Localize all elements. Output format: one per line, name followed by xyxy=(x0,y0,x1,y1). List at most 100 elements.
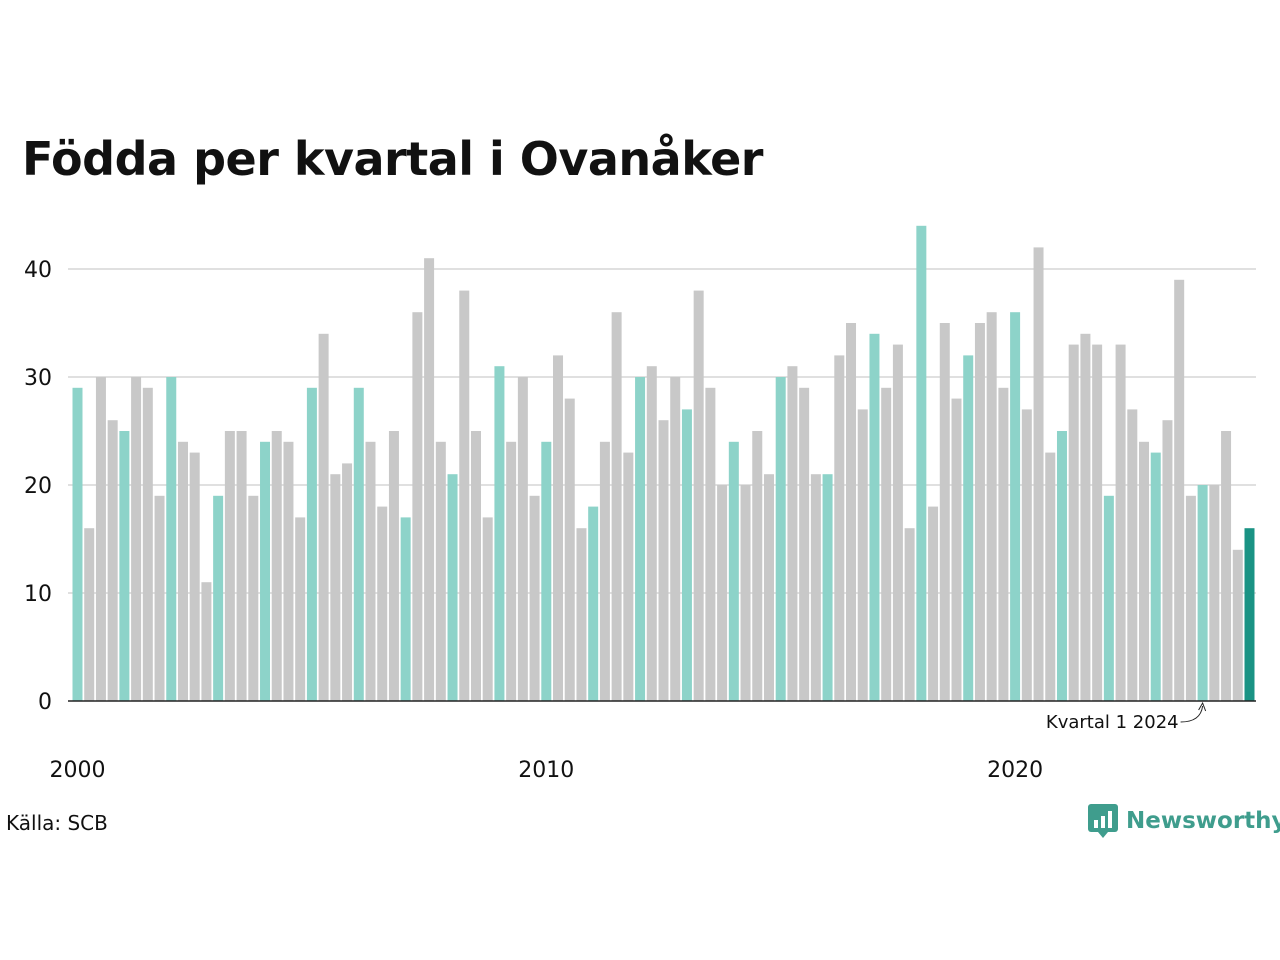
bar xyxy=(342,463,353,701)
bar xyxy=(916,225,927,702)
y-tick-label: 10 xyxy=(24,582,52,607)
x-tick-label: 2000 xyxy=(50,758,106,783)
bar xyxy=(1056,431,1067,701)
bar xyxy=(928,506,939,701)
bar xyxy=(822,474,833,701)
bar xyxy=(248,495,259,701)
bars xyxy=(72,225,1255,702)
brand-name: Newsworthy xyxy=(1126,808,1280,834)
bar xyxy=(412,312,423,701)
bar xyxy=(892,344,903,701)
bar xyxy=(775,377,786,701)
bar xyxy=(974,323,985,701)
bar xyxy=(189,452,200,701)
bar xyxy=(353,387,364,701)
bar xyxy=(599,441,610,701)
bar xyxy=(881,387,892,701)
bar xyxy=(705,387,716,701)
bar xyxy=(904,528,915,701)
bar xyxy=(787,366,798,701)
bar xyxy=(635,377,646,701)
annotation: Kvartal 1 2024 xyxy=(1046,701,1207,733)
bar xyxy=(365,441,376,701)
x-tick-label: 2010 xyxy=(518,758,574,783)
bar xyxy=(799,387,810,701)
bar xyxy=(459,290,470,701)
brand-logo: Newsworthy xyxy=(1088,804,1280,838)
bar xyxy=(1209,485,1220,701)
bar xyxy=(1115,344,1126,701)
bar xyxy=(681,409,692,701)
bar xyxy=(541,441,552,701)
bar xyxy=(224,431,235,701)
annotation-arrowhead xyxy=(1198,701,1207,712)
bar xyxy=(1174,279,1185,701)
bar xyxy=(576,528,587,701)
bar xyxy=(1045,452,1056,701)
bar xyxy=(318,333,329,701)
bar xyxy=(693,290,704,701)
bar xyxy=(728,441,739,701)
bar xyxy=(1150,452,1161,701)
bar xyxy=(646,366,657,701)
bar xyxy=(1103,495,1114,701)
bar xyxy=(424,258,435,701)
bar xyxy=(529,495,540,701)
bar xyxy=(564,398,575,701)
bar xyxy=(951,398,962,701)
bar xyxy=(400,517,411,701)
bar xyxy=(177,441,188,701)
bar xyxy=(1244,528,1255,701)
bar xyxy=(1080,333,1091,701)
bar xyxy=(295,517,306,701)
bar xyxy=(740,485,751,701)
bar xyxy=(1221,431,1232,701)
bar xyxy=(236,431,247,701)
bar xyxy=(1092,344,1103,701)
annotation-arrow xyxy=(1180,705,1204,723)
x-tick-label: 2020 xyxy=(987,758,1043,783)
bar xyxy=(201,582,212,701)
bar xyxy=(95,377,106,701)
bar xyxy=(857,409,868,701)
bar xyxy=(998,387,1009,701)
bar xyxy=(611,312,622,701)
bar xyxy=(517,377,528,701)
bar xyxy=(470,431,481,701)
bar xyxy=(763,474,774,701)
bar xyxy=(658,420,669,701)
bar xyxy=(588,506,599,701)
bar xyxy=(1139,441,1150,701)
bar xyxy=(553,355,564,701)
bar xyxy=(1033,247,1044,701)
bar xyxy=(1232,549,1243,701)
bar xyxy=(1010,312,1021,701)
bar xyxy=(388,431,399,701)
bar xyxy=(986,312,997,701)
bar xyxy=(939,323,950,701)
bar xyxy=(84,528,95,701)
bar xyxy=(377,506,388,701)
bar xyxy=(1127,409,1138,701)
bar xyxy=(260,441,271,701)
bar xyxy=(142,387,153,701)
bar xyxy=(482,517,493,701)
bar xyxy=(447,474,458,701)
bar xyxy=(963,355,974,701)
newsworthy-chart-icon xyxy=(1088,804,1118,838)
bar xyxy=(306,387,317,701)
y-tick-label: 20 xyxy=(24,474,52,499)
y-tick-label: 40 xyxy=(24,258,52,283)
bar xyxy=(107,420,118,701)
bar xyxy=(1197,485,1208,701)
bar xyxy=(506,441,517,701)
bar xyxy=(213,495,224,701)
bar xyxy=(271,431,282,701)
bar xyxy=(494,366,505,701)
bar xyxy=(283,441,294,701)
bar xyxy=(670,377,681,701)
y-tick-label: 30 xyxy=(24,366,52,391)
bar xyxy=(869,333,880,701)
y-tick-label: 0 xyxy=(38,690,52,715)
bar xyxy=(623,452,634,701)
